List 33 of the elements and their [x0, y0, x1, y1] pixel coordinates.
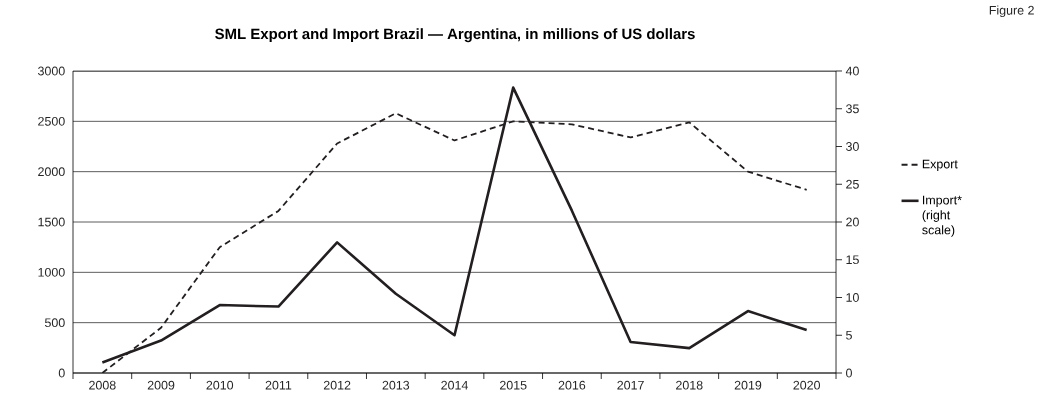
y2-tick-label: 20	[846, 217, 859, 227]
x-tick-label: 2008	[89, 380, 116, 390]
x-tick-label: 2012	[323, 380, 351, 390]
legend-label: Export	[922, 159, 958, 171]
x-tick-label: 2020	[793, 380, 821, 390]
x-tick-label: 2011	[265, 380, 292, 390]
y2-tick-label: 10	[846, 293, 859, 302]
y2-tick-label: 0	[846, 368, 852, 378]
y2-tick-label: 25	[846, 179, 859, 189]
x-tick-label: 2014	[441, 380, 468, 390]
caption: Figure 2	[989, 5, 1034, 18]
y-tick-label: 1500	[38, 217, 65, 227]
x-tick-label: 2015	[499, 380, 527, 390]
y2-tick-label: 5	[846, 330, 852, 340]
y2-tick-label: 40	[845, 66, 859, 76]
x-tick-label: 2016	[558, 380, 586, 390]
x-tick-label: 2009	[147, 380, 175, 390]
chart-title: SML Export and Import Brazil — Argentina, in millions of US dollars	[215, 28, 695, 43]
y-tick-label: 2000	[38, 167, 65, 177]
y-tick-label: 2500	[38, 116, 65, 126]
x-tick-label: 2017	[617, 380, 644, 390]
x-tick-label: 2019	[734, 380, 762, 390]
y-tick-label: 3000	[38, 66, 65, 76]
x-tick-label: 2010	[206, 380, 234, 390]
y2-tick-label: 15	[846, 255, 859, 265]
y2-tick-label: 30	[846, 142, 859, 151]
y-tick-label: 1000	[38, 267, 65, 277]
x-tick-label: 2018	[676, 380, 703, 390]
y-tick-label: 500	[44, 318, 65, 328]
legend-label: Import* (right scale)	[922, 195, 962, 237]
x-tick-label: 2013	[382, 380, 410, 390]
y2-tick-label: 35	[846, 104, 859, 114]
y-tick-label: 0	[58, 368, 65, 378]
